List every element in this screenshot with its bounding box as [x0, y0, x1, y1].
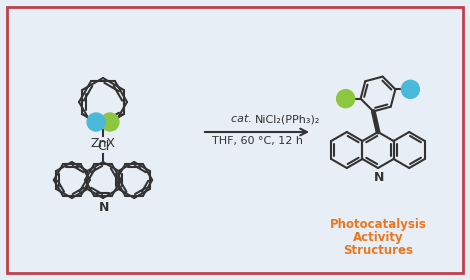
Text: Activity: Activity	[352, 231, 403, 244]
Circle shape	[101, 113, 119, 131]
Circle shape	[337, 90, 354, 108]
Text: N: N	[374, 171, 384, 184]
Text: ZnX: ZnX	[91, 137, 116, 150]
Text: Structures: Structures	[343, 244, 413, 257]
Text: THF, 60 °C, 12 h: THF, 60 °C, 12 h	[212, 136, 303, 146]
Text: NiCl₂(PPh₃)₂: NiCl₂(PPh₃)₂	[255, 114, 321, 124]
FancyBboxPatch shape	[7, 7, 463, 273]
Text: cat.: cat.	[231, 114, 255, 124]
Circle shape	[401, 80, 419, 98]
Text: Photocatalysis: Photocatalysis	[329, 218, 426, 231]
Text: Cl: Cl	[97, 140, 109, 153]
Text: N: N	[99, 201, 109, 214]
Circle shape	[87, 113, 105, 131]
